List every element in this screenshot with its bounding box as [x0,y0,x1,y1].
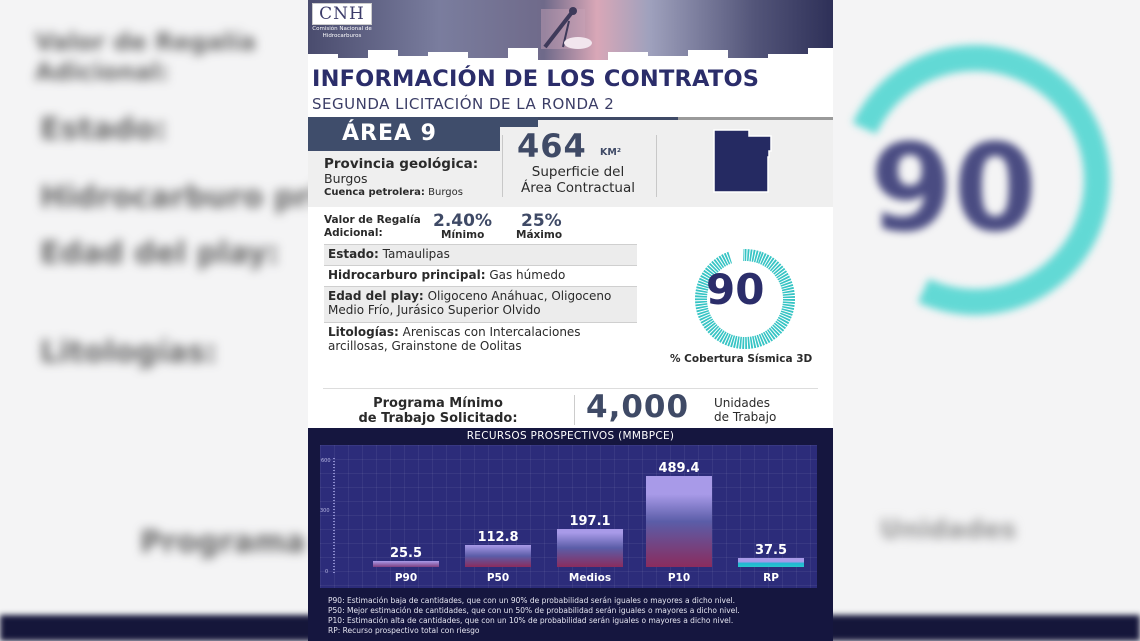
cnh-logo: CNH [312,3,372,25]
pumpjack-icon [541,7,592,49]
area-title: ÁREA 9 [342,121,437,146]
programa-label-line-1: Programa Mínimo [373,396,503,411]
bar-label-p90: P90 [394,572,418,584]
seismic-coverage-label: % Cobertura Sísmica 3D [670,353,813,365]
bar-value-p10: 489.4 [658,461,700,476]
regalia-max-value: 25% [521,211,562,231]
programa-label: Programa Mínimo de Trabajo Solicitado: [338,396,538,426]
superficie-unit: KM² [600,147,621,158]
regalia-max-label: Máximo [516,229,563,241]
page-title: INFORMACIÓN DE LOS CONTRATOS [312,66,760,92]
bar-value-medios: 197.1 [569,514,611,529]
cuenca-value: Burgos [428,187,463,198]
detail-label: Hidrocarburo principal: [328,268,486,282]
divider [323,388,818,389]
detail-row-hidrocarburo: Hidrocarburo principal: Gas húmedo [324,266,637,286]
blurred-text: Estado: [40,112,168,147]
bar-rp [738,558,804,567]
divider [324,322,637,323]
detail-value: Gas húmedo [489,268,566,282]
area-tag-extension [500,117,538,127]
regalia-min-value: 2.40% [433,211,492,231]
y-tick-300: 300 [320,508,330,514]
divider [656,135,657,197]
programa-unit: Unidades de Trabajo [714,396,776,424]
bar-label-rp: RP [763,572,779,584]
bar-p90 [373,561,439,567]
contract-infographic: CNH Comisión Nacional de Hidrocarburos I… [308,0,833,641]
regalia-label-line-2: Adicional: [324,227,383,239]
bar-p10 [646,476,712,567]
divider [502,135,503,197]
note-rp: RP: Recurso prospectivo total con riesgo [328,626,480,635]
header-banner: CNH Comisión Nacional de Hidrocarburos [308,0,833,62]
y-tick-0: 0 [325,569,329,575]
area-map-shape-icon [713,129,772,193]
blurred-gauge-value: 90 [870,120,1037,259]
superficie-value: 464 [517,127,587,165]
bar-p50 [465,545,531,567]
area-tag [308,117,500,151]
divider [324,286,637,287]
bar-value-rp: 37.5 [754,543,788,558]
blurred-text: Litologías: [40,335,218,370]
programa-label-line-2: de Trabajo Solicitado: [358,411,518,426]
detail-label: Estado: [328,247,379,261]
programa-value: 4,000 [586,389,690,425]
cnh-logo-subtitle: Comisión Nacional de Hidrocarburos [312,26,372,39]
bar-medios [557,529,623,567]
programa-unit-line-1: Unidades [714,396,770,410]
note-p90: P90: Estimación baja de cantidades, que … [328,596,736,605]
seismic-coverage-gauge [695,248,795,349]
divider [574,395,575,425]
bar-value-p50: 112.8 [477,530,519,545]
detail-value: Tamaulipas [382,247,450,261]
skyline-decoration [308,48,833,62]
bar-label-p50: P50 [486,572,510,584]
detail-value: Oligoceno Anáhuac, Oligoceno Medio Frío,… [328,289,612,317]
blurred-text: Edad del play: [40,236,280,271]
superficie-label-line-1: Superficie del [531,164,625,180]
provincia-label: Provincia geológica: [324,156,479,172]
note-p50: P50: Mejor estimación de cantidades, que… [328,606,740,615]
y-axis [333,458,335,574]
page-subtitle: SEGUNDA LICITACIÓN DE LA RONDA 2 [312,95,615,113]
blurred-background-right: Unidades [830,0,1140,641]
y-tick-600: 600 [321,458,331,464]
blurred-text: Unidades [880,515,1017,545]
blurred-text: Valor de Regalía [35,28,256,56]
bar-label-p10: P10 [667,572,691,584]
detail-label: Litologías: [328,325,399,339]
cuenca-info: Cuenca petrolera: Burgos [324,187,463,198]
blurred-text: Adicional: [35,58,170,86]
regalia-label: Valor de Regalía Adicional: [324,214,421,240]
bar-label-medios: Medios [568,572,612,584]
superficie-label: Superficie del Área Contractual [508,164,648,196]
regalia-min-label: Mínimo [441,229,485,241]
detail-row-edad-play: Edad del play: Oligoceno Anáhuac, Oligoc… [324,287,637,322]
detail-row-litologias: Litologías: Areniscas con Intercalacione… [324,323,637,358]
chart-title: RECURSOS PROSPECTIVOS (MMBPCE) [466,430,675,442]
detail-label: Edad del play: [328,289,424,303]
detail-row-estado: Estado: Tamaulipas [324,245,637,265]
bar-value-p90: 25.5 [389,546,423,561]
divider [324,265,637,266]
programa-unit-line-2: de Trabajo [714,410,777,424]
chart-notes: P90: Estimación baja de cantidades, que … [328,596,740,636]
regalia-label-line-1: Valor de Regalía [324,214,421,226]
cuenca-label: Cuenca petrolera: [324,187,425,198]
seismic-coverage-value: 90 [706,265,765,314]
detail-value: Areniscas con Intercalaciones arcillosas… [328,325,581,353]
divider [324,244,637,245]
note-p10: P10: Estimación alta de cantidades, que … [328,616,734,625]
blurred-background-left: Valor de Regalía Adicional: Estado: Hidr… [0,0,440,641]
superficie-label-line-2: Área Contractual [520,180,635,196]
provincia-value: Burgos [324,171,368,186]
